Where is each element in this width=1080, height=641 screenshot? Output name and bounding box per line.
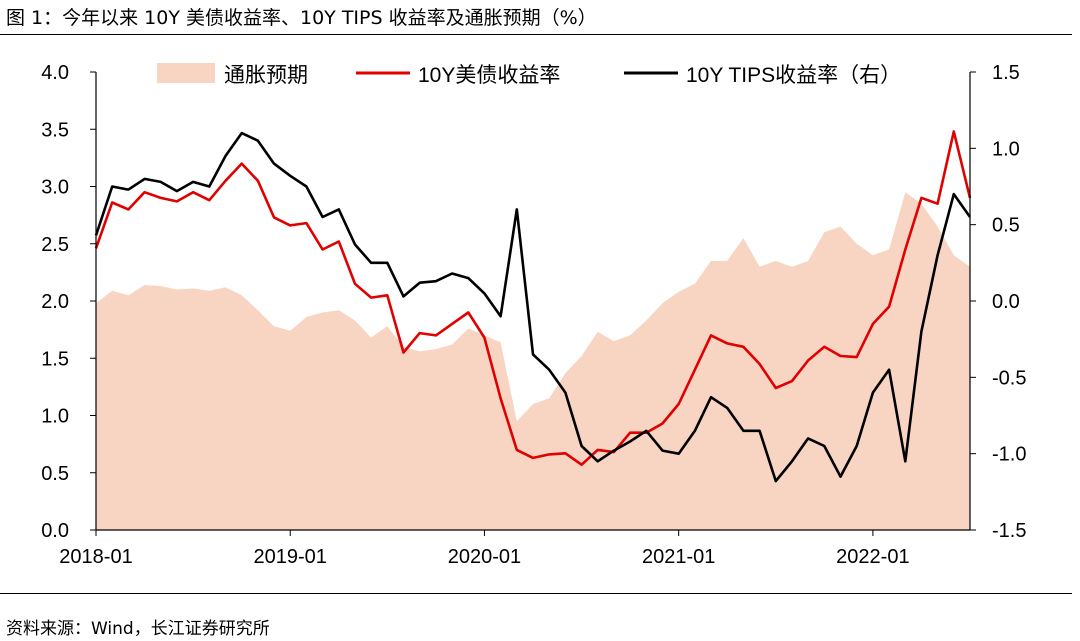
y-left-tick-label: 1.0: [41, 406, 69, 428]
title-divider: [0, 34, 1072, 35]
y-left-tick-label: 2.0: [41, 291, 69, 313]
y-left-tick-label: 4.0: [41, 62, 69, 84]
y-right-tick-label: 1.5: [992, 62, 1020, 84]
line-layer: [94, 130, 972, 483]
x-tick-label: 2019-01: [254, 546, 327, 568]
y-left-tick-label: 1.5: [41, 348, 69, 370]
chart-title: 图 1：今年以来 10Y 美债收益率、10Y TIPS 收益率及通胀预期（%）: [6, 7, 597, 29]
x-tick-label: 2020-01: [448, 546, 521, 568]
y-right-tick-label: -0.5: [992, 367, 1026, 389]
legend-swatch-inflation: [157, 63, 215, 83]
series-line-10y-tips: [94, 131, 972, 483]
area-layer: [96, 192, 970, 530]
series-area-inflation-expectation: [96, 192, 970, 530]
y-left-tick-label: 0.5: [41, 463, 69, 485]
y-left-tick-label: 3.0: [41, 177, 69, 199]
footer-divider: [0, 593, 1072, 594]
y-right-tick-label: 1.0: [992, 138, 1020, 160]
y-right-tick-label: -1.0: [992, 444, 1026, 466]
legend: 通胀预期 10Y美债收益率 10Y TIPS收益率（右）: [157, 63, 901, 87]
axes-layer: 0.0 0.5 1.0 1.5 2.0 2.5 3.0 3.5 4.0 -1.5 -1.0 -0.5 0…: [41, 62, 1026, 568]
source-note: 资料来源：Wind，长江证券研究所: [6, 619, 270, 639]
series-line-10y-treasury: [94, 130, 972, 466]
y-right-tick-label: 0.5: [992, 215, 1020, 237]
legend-label-inflation: 通胀预期: [224, 64, 308, 87]
y-left-tick-label: 0.0: [41, 520, 69, 542]
legend-label-treasury: 10Y美债收益率: [418, 64, 560, 87]
legend-label-tips: 10Y TIPS收益率（右）: [686, 64, 901, 87]
y-left-tick-label: 3.5: [41, 119, 69, 141]
x-tick-label: 2021-01: [642, 546, 715, 568]
y-right-tick-label: 0.0: [992, 291, 1020, 313]
y-left-tick-label: 2.5: [41, 234, 69, 256]
y-right-tick-label: -1.5: [992, 520, 1026, 542]
x-tick-label: 2022-01: [836, 546, 909, 568]
x-tick-label: 2018-01: [59, 546, 132, 568]
